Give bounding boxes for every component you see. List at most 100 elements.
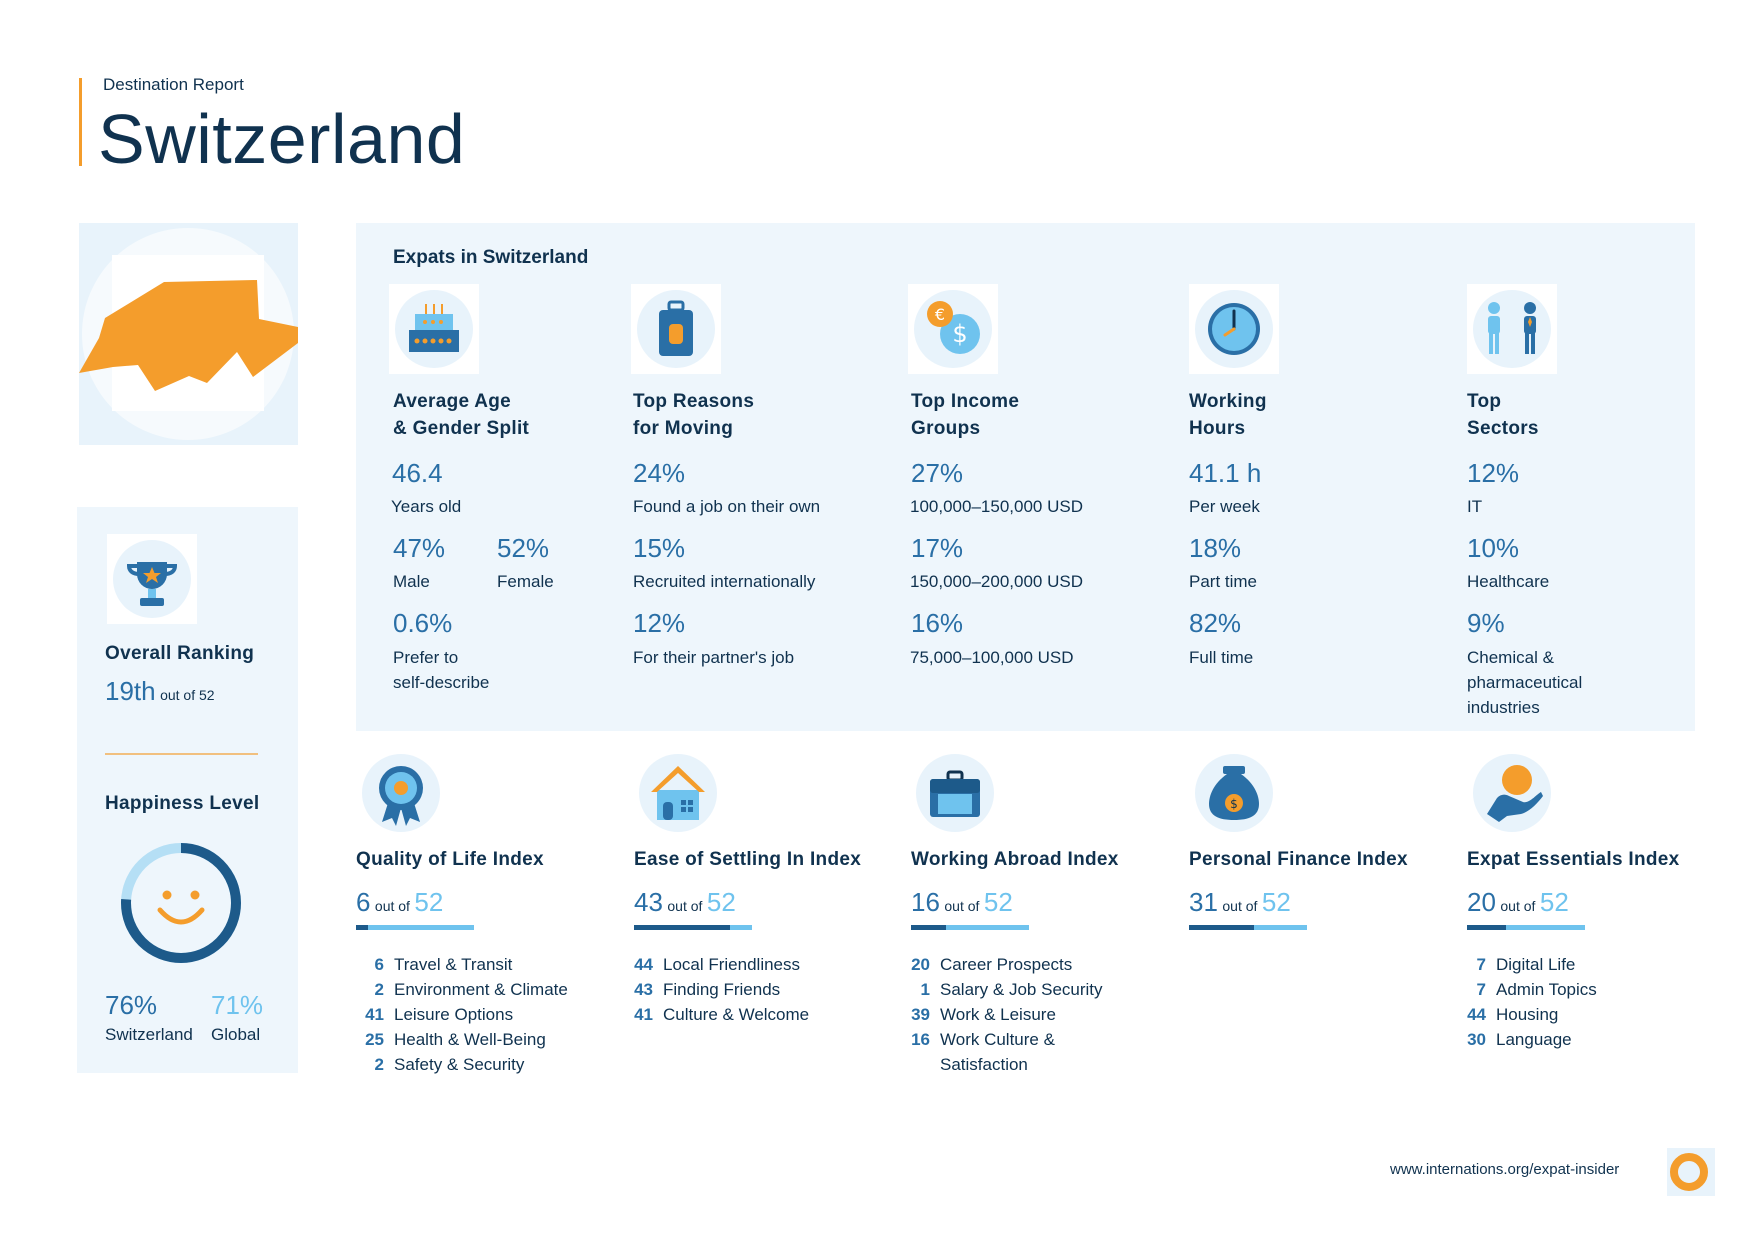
happiness-global-value: 71% [211, 990, 264, 1020]
list-item: 6 Travel & Transit [374, 955, 513, 974]
divider [105, 753, 258, 755]
hours-value: 41.1 h [1189, 458, 1262, 488]
svg-text:$: $ [952, 320, 967, 348]
female-value: 52% [497, 533, 550, 563]
index-4-title: Personal Finance Index [1189, 849, 1408, 870]
coins-icon: $ € [908, 284, 998, 374]
index-5-subranks: 7 Digital Life 7 Admin Topics 44 Housing 30… [1458, 952, 1597, 1052]
expats-panel-title: Expats in Switzerland [393, 247, 589, 268]
income-3-value: 16% [911, 608, 964, 638]
index-2-subranks: 44 Local Friendliness 43 Finding Friends 4… [625, 952, 809, 1027]
list-item: 16 Work Culture & [911, 1030, 1055, 1049]
overall-ranking-value-group: 19th out of 52 [105, 676, 215, 707]
money-bag-icon: $ [1189, 748, 1279, 838]
rosette-icon [356, 748, 446, 838]
reason-1-value: 24% [633, 458, 686, 488]
part-time-label: Part time [1189, 572, 1258, 591]
happiness-local-value: 76% [105, 990, 158, 1020]
index-1-title: Quality of Life Index [356, 849, 544, 870]
income-1-value: 27% [911, 458, 964, 488]
index-1-rank-bar [356, 925, 474, 930]
index-2-title: Ease of Settling In Index [634, 849, 862, 870]
people-icon [1467, 284, 1557, 374]
sector-3-value: 9% [1467, 608, 1505, 638]
income-2-label: 150,000–200,000 USD [910, 572, 1083, 591]
sector-2-label: Healthcare [1467, 572, 1550, 591]
suitcase-icon [631, 284, 721, 374]
happiness-local-label: Switzerland [105, 1025, 193, 1044]
trophy-icon [107, 534, 197, 624]
list-item: 39 Work & Leisure [911, 1005, 1056, 1024]
self-describe-label: Prefer to self-describe [393, 648, 490, 692]
sector-1-value: 12% [1467, 458, 1520, 488]
sectors-heading: Top Sectors [1467, 391, 1539, 439]
birthday-cake-icon [389, 284, 479, 374]
list-item: 20 Career Prospects [911, 955, 1073, 974]
income-3-label: 75,000–100,000 USD [910, 648, 1074, 667]
country-map-card [79, 223, 298, 445]
index-5-rank-group: 20 out of 52 [1467, 887, 1569, 917]
index-5-title: Expat Essentials Index [1467, 849, 1680, 870]
smiley-face-icon [157, 890, 205, 925]
list-item: 41 Leisure Options [365, 1005, 514, 1024]
reason-2-value: 15% [633, 533, 686, 563]
reason-3-value: 12% [633, 608, 686, 638]
index-2-rank-bar [634, 925, 752, 930]
list-item: 7 Admin Topics [1476, 980, 1597, 999]
income-heading: Top Income Groups [911, 391, 1020, 439]
index-1-rank-group: 6 out of 52 [356, 887, 444, 917]
clock-icon [1189, 284, 1279, 374]
report-subtitle: Destination Report [103, 75, 244, 94]
happiness-gauge [121, 843, 241, 963]
footer-url-link[interactable]: www.internations.org/expat-insider [1390, 1161, 1620, 1178]
reason-1-label: Found a job on their own [633, 497, 821, 516]
happiness-global-label: Global [211, 1025, 261, 1044]
hours-label: Per week [1189, 497, 1260, 516]
list-item: 44 Local Friendliness [634, 955, 801, 974]
hours-heading: Working Hours [1189, 391, 1267, 439]
index-1-subranks: 6 Travel & Transit 2 Environment & Climate… [356, 952, 568, 1077]
page-title: Switzerland [98, 100, 466, 178]
house-icon [633, 748, 723, 838]
index-5-rank-bar [1467, 925, 1585, 930]
list-item: Satisfaction [940, 1055, 1028, 1074]
age-heading: Average Age & Gender Split [393, 391, 530, 439]
reasons-heading: Top Reasons for Moving [633, 391, 755, 439]
index-3-rank-bar [911, 925, 1029, 930]
full-time-value: 82% [1189, 608, 1242, 638]
briefcase-icon [910, 748, 1000, 838]
list-item: 44 Housing [1467, 1005, 1559, 1024]
income-1-label: 100,000–150,000 USD [910, 497, 1083, 516]
happiness-label: Happiness Level [105, 793, 260, 814]
list-item: 7 Digital Life [1476, 955, 1576, 974]
age-label: Years old [391, 497, 462, 516]
sector-2-value: 10% [1467, 533, 1520, 563]
sector-1-label: IT [1467, 497, 1483, 516]
index-3-subranks: 20 Career Prospects 1 Salary & Job Securit… [902, 952, 1103, 1077]
overall-ranking-outof: out of 52 [160, 687, 215, 703]
index-4-rank-group: 31 out of 52 [1189, 887, 1291, 917]
part-time-value: 18% [1189, 533, 1242, 563]
list-item: 43 Finding Friends [634, 980, 781, 999]
header-accent-bar [79, 78, 82, 166]
index-3-title: Working Abroad Index [911, 849, 1119, 870]
svg-text:€: € [935, 305, 945, 324]
index-3-rank-group: 16 out of 52 [911, 887, 1013, 917]
full-time-label: Full time [1189, 648, 1254, 667]
list-item: 41 Culture & Welcome [634, 1005, 810, 1024]
reason-3-label: For their partner's job [633, 648, 795, 667]
svg-text:$: $ [1230, 797, 1238, 811]
list-item: 25 Health & Well-Being [365, 1030, 546, 1049]
overall-ranking-value: 19th [105, 676, 156, 706]
list-item: 30 Language [1467, 1030, 1572, 1049]
self-describe-value: 0.6% [393, 608, 453, 638]
index-2-rank-group: 43 out of 52 [634, 887, 736, 917]
age-value: 46.4 [392, 458, 443, 488]
list-item: 1 Salary & Job Security [920, 980, 1103, 999]
switzerland-map-icon [79, 228, 298, 440]
overall-ranking-label: Overall Ranking [105, 643, 255, 664]
income-2-value: 17% [911, 533, 964, 563]
internations-logo-icon [1667, 1148, 1715, 1196]
happiness-gauge-fill [121, 843, 241, 963]
reason-2-label: Recruited internationally [633, 572, 816, 591]
